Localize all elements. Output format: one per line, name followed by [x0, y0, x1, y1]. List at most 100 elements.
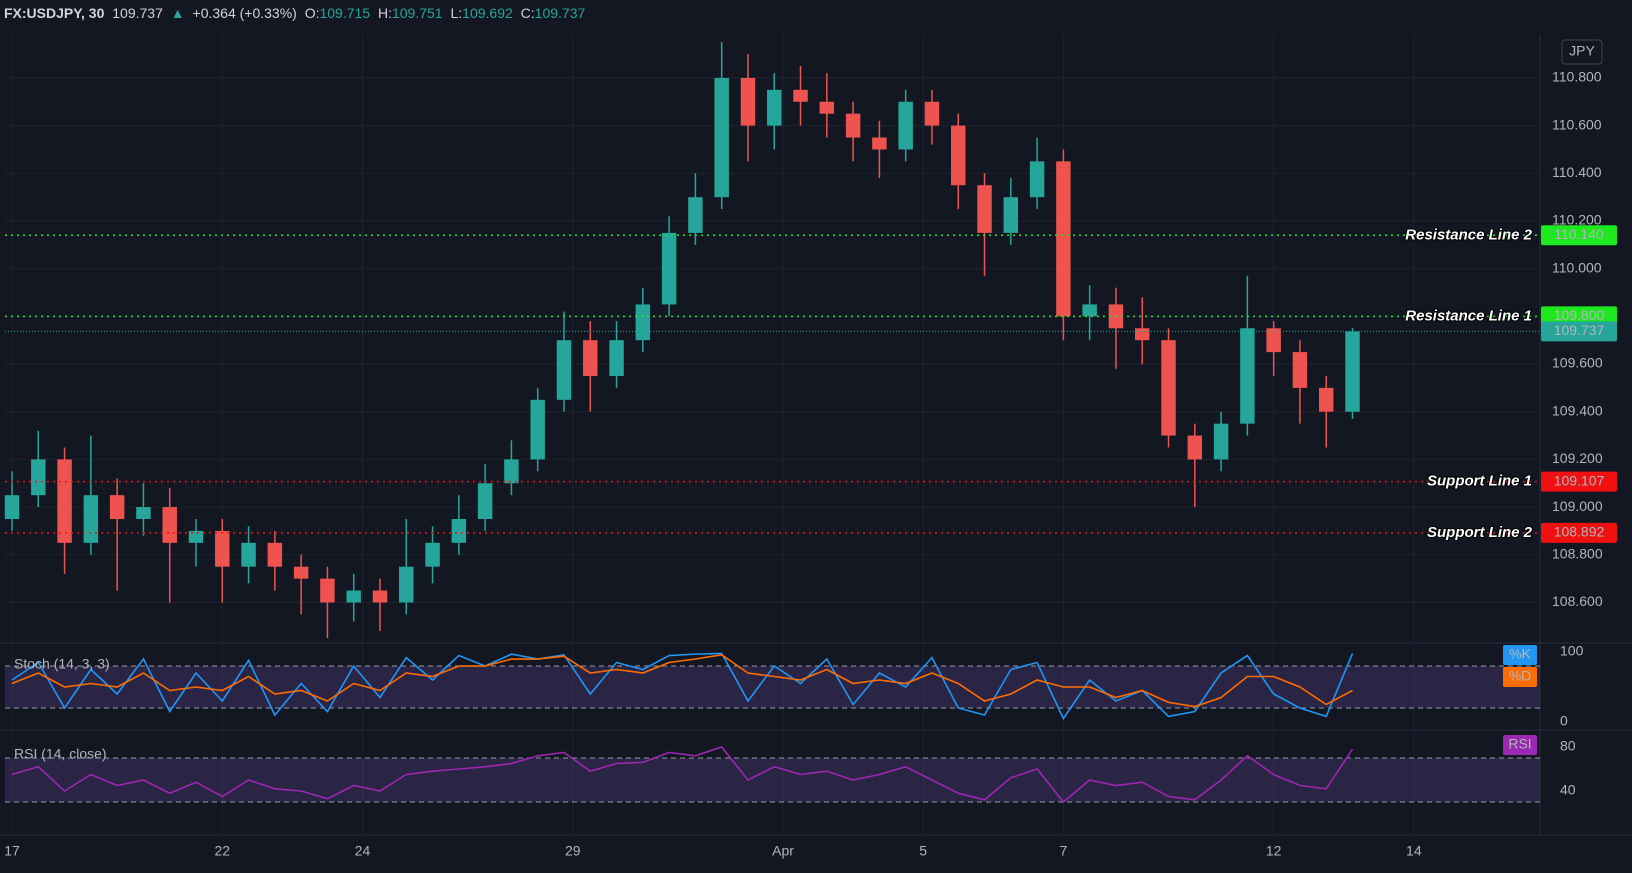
candle-body: [267, 542, 283, 567]
candle-body: [1240, 328, 1255, 424]
candle-body: [57, 459, 72, 543]
arrow: ▲: [171, 5, 185, 21]
candle-body: [399, 566, 414, 603]
candle-body: [477, 483, 493, 520]
y-tick-label: 108.800: [1552, 545, 1603, 561]
x-tick-label: 24: [355, 843, 371, 859]
candle-body: [898, 101, 913, 150]
candle-body: [688, 197, 703, 233]
candle-body: [162, 507, 177, 543]
legend-badge: [1503, 667, 1537, 687]
candle-body: [1135, 328, 1150, 341]
level-name: Support Line 2: [1427, 524, 1533, 541]
candle-body: [4, 495, 20, 520]
y-tick-label: 80: [1560, 738, 1576, 754]
candle-body: [872, 137, 887, 150]
candle-body: [767, 89, 782, 126]
candle-body: [1029, 161, 1045, 198]
l-label: L:: [450, 5, 462, 21]
candle-body: [136, 507, 151, 520]
candle-body: [819, 101, 835, 114]
o-value: 109.715: [319, 5, 370, 21]
level-box: [1541, 522, 1617, 543]
x-tick-label: 7: [1059, 843, 1067, 859]
candle-body: [530, 399, 545, 460]
y-tick-label: 110.600: [1552, 116, 1602, 132]
legend-label: %D: [1509, 668, 1532, 684]
candle-body: [556, 340, 572, 400]
candle-body: [425, 542, 440, 567]
panel-title: Stoch (14, 3, 3): [14, 656, 110, 672]
legend-label: %K: [1509, 646, 1531, 662]
candle-body: [740, 77, 756, 126]
change: +0.364 (+0.33%): [193, 5, 297, 21]
candle-body: [1082, 304, 1097, 317]
candle-body: [83, 495, 99, 543]
candle-body: [635, 304, 651, 341]
l-value: 109.692: [462, 5, 513, 21]
candle-body: [1292, 352, 1308, 388]
c-value: 109.737: [535, 5, 586, 21]
x-tick-label: Apr: [772, 843, 794, 859]
candle-body: [1266, 328, 1281, 353]
x-tick-label: 29: [565, 843, 581, 859]
c-label: C:: [521, 5, 535, 21]
y-tick-label: 109.600: [1552, 355, 1603, 371]
candle-body: [845, 113, 861, 138]
indicator-line: [11, 652, 1354, 721]
level-value: 109.107: [1554, 472, 1605, 488]
candle-body: [293, 566, 309, 579]
y-tick-label: 100: [1560, 643, 1584, 659]
candle-body: [951, 125, 966, 186]
indicator-line: [11, 746, 1354, 804]
header: FX:USDJPY, 30 109.737 ▲ +0.364 (+0.33%) …: [4, 5, 585, 21]
level-box: [1541, 225, 1617, 246]
band-fill: [5, 757, 1540, 803]
candle-body: [109, 495, 125, 520]
y-tick-label: 110.200: [1552, 212, 1602, 228]
candle-body: [583, 340, 598, 376]
y-tick-label: 0: [1560, 713, 1568, 729]
candle-body: [1161, 340, 1176, 436]
candle-body: [1345, 331, 1360, 412]
y-tick-label: 109.200: [1552, 450, 1603, 466]
x-tick-label: 14: [1406, 843, 1422, 859]
currency-box[interactable]: [1561, 39, 1603, 65]
y-tick-label: 110.800: [1552, 69, 1602, 85]
x-tick-label: 22: [214, 843, 230, 859]
candle-body: [609, 340, 624, 376]
candle-body: [661, 232, 677, 305]
currency: JPY: [1569, 43, 1595, 59]
h-value: 109.751: [392, 5, 443, 21]
h-label: H:: [378, 5, 392, 21]
legend-badge: [1503, 735, 1537, 755]
y-tick-label: 108.600: [1552, 593, 1603, 609]
last-price-value: 109.737: [1554, 322, 1605, 338]
x-tick-label: 5: [919, 843, 927, 859]
candle-body: [504, 459, 519, 484]
price: 109.737: [112, 5, 163, 21]
candle-body: [1003, 197, 1019, 233]
candle-body: [372, 590, 388, 603]
level-value: 110.140: [1554, 226, 1604, 242]
x-tick-label: 17: [4, 843, 20, 859]
candle-body: [977, 185, 992, 233]
candle-body: [320, 578, 335, 603]
band-fill: [5, 666, 1540, 708]
level-name: Support Line 1: [1427, 473, 1532, 490]
candle-body: [1056, 161, 1071, 317]
symbol: FX:USDJPY, 30: [4, 5, 105, 21]
candle-body: [346, 590, 361, 603]
candle-body: [1187, 435, 1203, 460]
level-name: Resistance Line 2: [1405, 226, 1532, 243]
candle-body: [31, 459, 46, 496]
candle-body: [451, 519, 467, 543]
y-tick-label: 109.400: [1552, 402, 1603, 418]
candle-body: [1213, 423, 1229, 460]
level-value: 108.892: [1554, 524, 1605, 540]
o-label: O:: [305, 5, 320, 21]
candle-body: [241, 542, 256, 567]
